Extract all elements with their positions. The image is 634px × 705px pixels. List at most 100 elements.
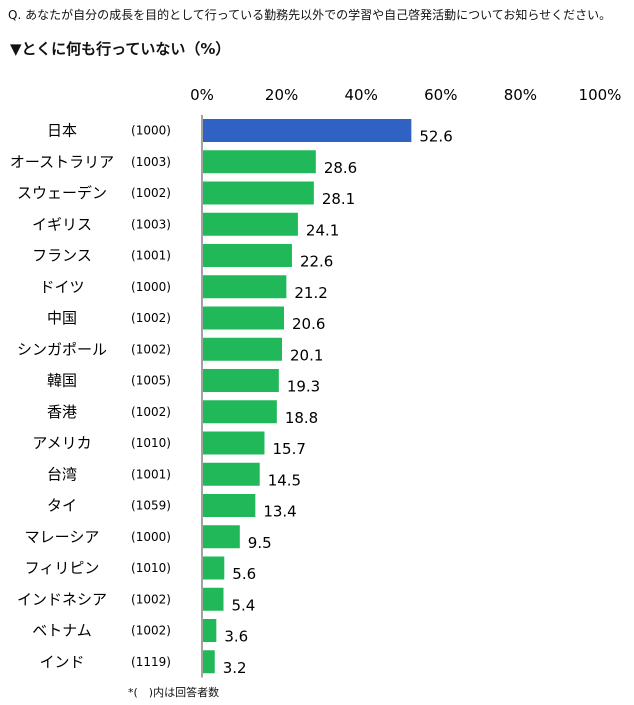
bar-row: インドネシア (1002) 5.4 <box>17 587 255 614</box>
value-label: 13.4 <box>263 503 296 521</box>
bar <box>203 494 256 517</box>
bar-row: マレーシア (1000) 9.5 <box>25 525 272 552</box>
value-label: 52.6 <box>419 128 452 146</box>
bar-rows: 日本 (1000) 52.6 オーストラリア (1003) 28.6 スウェーデン (1002… <box>10 119 453 677</box>
value-label: 3.6 <box>224 628 248 646</box>
bar <box>203 462 260 486</box>
chart-title: ▼とくに何も行っていない（%） <box>10 40 231 58</box>
x-tick-label: 0% <box>190 86 214 104</box>
bar-row: イギリス (1003) 24.1 <box>32 212 339 239</box>
category-label: ベトナム <box>32 622 92 640</box>
bar <box>203 369 279 392</box>
category-label: シンガポール <box>17 340 107 358</box>
respondent-count: (1119) <box>131 655 171 669</box>
respondent-count: (1003) <box>131 217 171 231</box>
value-label: 9.5 <box>248 534 272 552</box>
value-label: 5.6 <box>232 565 256 583</box>
bar-row: アメリカ (1010) 15.7 <box>32 431 306 458</box>
category-label: イギリス <box>32 215 92 233</box>
bar-row: 日本 (1000) 52.6 <box>47 119 453 146</box>
bar <box>203 306 284 330</box>
respondent-count: (1002) <box>131 311 171 325</box>
respondent-count: (1010) <box>131 561 171 575</box>
respondent-count: (1001) <box>131 249 171 263</box>
bar <box>203 619 217 642</box>
bar-row: タイ (1059) 13.4 <box>47 494 297 521</box>
bar <box>203 337 282 361</box>
category-label: ドイツ <box>39 278 84 296</box>
bar-row: スウェーデン (1002) 28.1 <box>17 181 355 208</box>
respondent-count: (1003) <box>131 155 171 169</box>
bar-row: ベトナム (1002) 3.6 <box>32 619 248 646</box>
respondent-count: (1002) <box>131 186 171 200</box>
bar-row: フィリピン (1010) 5.6 <box>25 556 256 583</box>
respondent-count: (1002) <box>131 624 171 638</box>
bar-row: ドイツ (1000) 21.2 <box>39 275 328 302</box>
respondent-count: (1059) <box>131 499 171 513</box>
value-label: 20.6 <box>292 315 325 333</box>
bar <box>203 181 314 205</box>
value-label: 15.7 <box>272 440 305 458</box>
bar <box>203 525 240 549</box>
bar-row: 香港 (1002) 18.8 <box>47 400 318 427</box>
value-label: 22.6 <box>300 253 333 271</box>
footnote: *( )内は回答者数 <box>128 686 220 699</box>
category-label: 日本 <box>47 122 77 140</box>
bar <box>203 150 316 174</box>
bar <box>203 244 292 267</box>
x-tick-label: 80% <box>504 86 537 104</box>
value-label: 21.2 <box>294 284 327 302</box>
value-label: 24.1 <box>306 221 339 239</box>
x-tick-label: 40% <box>345 86 378 104</box>
respondent-count: (1002) <box>131 342 171 356</box>
category-label: タイ <box>47 497 77 515</box>
category-label: 韓国 <box>47 372 77 390</box>
bar-row: 中国 (1002) 20.6 <box>47 306 325 333</box>
question-text: Q. あなたが自分の成長を目的として行っている勤務先以外での学習や自己啓発活動に… <box>8 8 612 22</box>
respondent-count: (1002) <box>131 592 171 606</box>
bar <box>203 119 412 142</box>
bar-row: 韓国 (1005) 19.3 <box>47 369 320 396</box>
respondent-count: (1000) <box>131 530 171 544</box>
value-label: 28.1 <box>322 190 355 208</box>
x-axis-ticks: 0% 20% 40% 60% 80% 100% <box>190 86 621 104</box>
category-label: フィリピン <box>25 559 100 577</box>
category-label: 中国 <box>47 309 77 327</box>
category-label: インド <box>39 653 84 671</box>
respondent-count: (1010) <box>131 436 171 450</box>
value-label: 28.6 <box>324 159 357 177</box>
respondent-count: (1002) <box>131 405 171 419</box>
respondent-count: (1000) <box>131 124 171 138</box>
respondent-count: (1005) <box>131 374 171 388</box>
bar-row: フランス (1001) 22.6 <box>32 244 333 271</box>
category-label: 香港 <box>47 403 77 421</box>
x-tick-label: 100% <box>579 86 622 104</box>
category-label: オーストラリア <box>10 153 114 171</box>
category-label: フランス <box>32 247 92 265</box>
bar <box>203 587 224 611</box>
bar <box>203 400 277 424</box>
x-tick-label: 20% <box>265 86 298 104</box>
category-label: インドネシア <box>17 590 107 608</box>
bar <box>203 650 215 674</box>
bar <box>203 275 287 299</box>
bar-row: オーストラリア (1003) 28.6 <box>10 150 357 177</box>
value-label: 19.3 <box>287 378 320 396</box>
bar-row: シンガポール (1002) 20.1 <box>17 337 323 364</box>
bar-row: インド (1119) 3.2 <box>39 650 247 677</box>
bar-row: 台湾 (1001) 14.5 <box>47 462 301 489</box>
respondent-count: (1000) <box>131 280 171 294</box>
value-label: 18.8 <box>285 409 318 427</box>
value-label: 14.5 <box>268 471 301 489</box>
bar <box>203 556 225 580</box>
bar <box>203 431 265 455</box>
respondent-count: (1001) <box>131 467 171 481</box>
category-label: アメリカ <box>32 434 91 452</box>
value-label: 3.2 <box>223 659 247 677</box>
value-label: 20.1 <box>290 346 323 364</box>
category-label: マレーシア <box>25 528 100 546</box>
x-tick-label: 60% <box>424 86 457 104</box>
value-label: 5.4 <box>231 596 255 614</box>
category-label: スウェーデン <box>17 184 107 202</box>
